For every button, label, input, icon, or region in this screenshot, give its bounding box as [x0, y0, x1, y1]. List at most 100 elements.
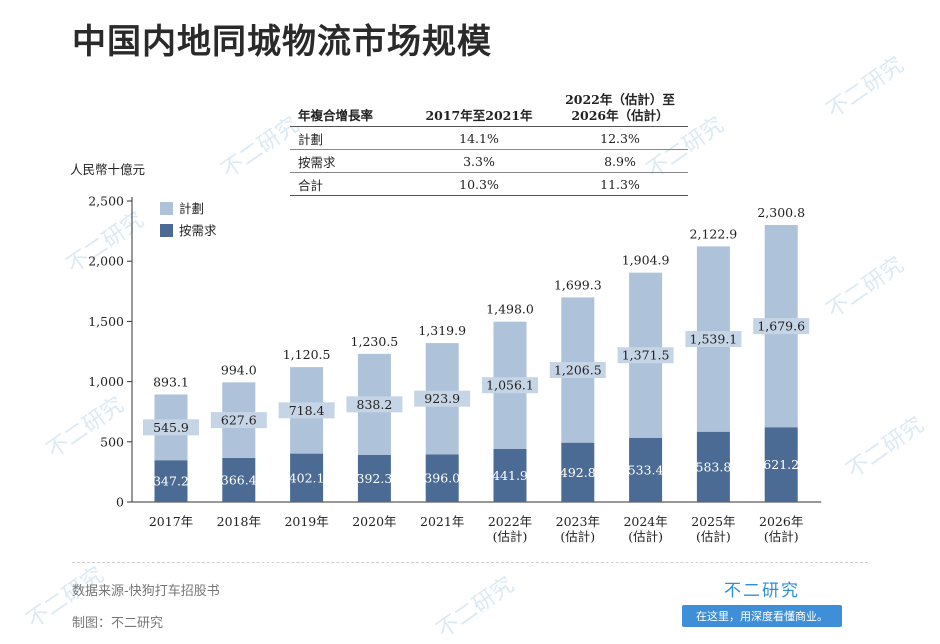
legend-label: 按需求: [179, 223, 217, 238]
planned-label-box: [143, 419, 199, 436]
x-tick-label: 2020年: [352, 514, 396, 529]
table-cell: 合計: [290, 172, 406, 196]
bar-on-demand: [696, 431, 730, 502]
planned-value-label: 923.9: [424, 391, 460, 406]
total-value-label: 893.1: [153, 374, 189, 389]
x-tick-label: 2018年: [217, 514, 261, 529]
planned-value-label: 718.4: [289, 403, 325, 418]
planned-label-box: [753, 318, 810, 335]
table-cell: 12.3%: [552, 126, 688, 150]
x-tick-label: 2017年: [149, 514, 193, 529]
on-demand-value-label: 392.3: [357, 471, 393, 486]
bar-on-demand: [290, 453, 324, 502]
bar-on-demand: [222, 457, 256, 502]
total-value-label: 1,230.5: [351, 334, 399, 349]
total-value-label: 2,122.9: [690, 226, 738, 241]
table-cell: 8.9%: [552, 149, 688, 173]
y-tick-label: 2,500: [88, 194, 124, 209]
table-row: 按需求 3.3% 8.9%: [290, 149, 688, 173]
table-header-cagr: 年複合增長率: [290, 92, 406, 127]
on-demand-value-label: 583.8: [696, 459, 732, 474]
credit-note: 制图：不二研究: [72, 616, 164, 631]
y-axis-label: 人民幣十億元: [70, 162, 145, 177]
planned-value-label: 627.6: [221, 413, 257, 428]
cagr-table: 年複合增長率 2017年至2021年 2022年（估計）至 2026年（估計） …: [290, 92, 688, 196]
on-demand-value-label: 621.2: [763, 457, 799, 472]
x-tick-label: (估計): [560, 529, 595, 544]
bar-on-demand: [425, 454, 459, 502]
total-value-label: 1,904.9: [622, 253, 670, 268]
table-cell: 按需求: [290, 149, 406, 173]
watermark-text: 不二研究: [432, 572, 519, 644]
table-header-2022-2026: 2022年（估計）至 2026年（估計）: [552, 92, 688, 127]
planned-label-box: [278, 402, 335, 419]
planned-value-label: 838.2: [357, 397, 393, 412]
on-demand-value-label: 396.0: [424, 471, 460, 486]
y-tick-label: 1,000: [88, 374, 124, 389]
on-demand-value-label: 533.4: [628, 462, 664, 477]
total-value-label: 1,120.5: [283, 347, 331, 362]
planned-label-box: [482, 377, 538, 394]
x-tick-label: (估計): [628, 529, 663, 544]
on-demand-value-label: 441.9: [492, 468, 528, 483]
y-tick-label: 1,500: [88, 314, 124, 329]
brand-name: 不二研究: [724, 581, 800, 601]
total-value-label: 994.0: [221, 362, 257, 377]
x-tick-label: (估計): [493, 529, 528, 544]
table-row: 計劃 14.1% 12.3%: [290, 126, 688, 150]
bar-on-demand: [764, 427, 798, 502]
planned-label-box: [210, 412, 267, 429]
source-note: 数据来源-快狗打车招股书: [72, 584, 220, 599]
x-tick-label: 2021年: [420, 514, 464, 529]
on-demand-value-label: 492.8: [560, 465, 596, 480]
table-cell: 11.3%: [552, 172, 688, 196]
legend-label: 計劃: [179, 201, 204, 216]
planned-label-box: [617, 347, 674, 364]
brand-slogan: 在这里，用深度看懂商业。: [682, 605, 842, 627]
planned-value-label: 1,679.6: [757, 319, 805, 334]
total-value-label: 2,300.8: [757, 205, 805, 220]
on-demand-value-label: 347.2: [153, 474, 189, 489]
table-cell: 14.1%: [406, 126, 552, 150]
x-tick-label: 2019年: [284, 514, 328, 529]
x-tick-label: 2025年: [691, 514, 735, 529]
planned-label-box: [414, 390, 471, 407]
x-tick-label: 2023年: [556, 514, 600, 529]
bar-on-demand: [493, 448, 527, 502]
legend-swatch: [160, 224, 173, 237]
table-cell: 3.3%: [406, 149, 552, 173]
planned-label-box: [346, 396, 403, 413]
x-tick-label: (估計): [696, 529, 731, 544]
y-tick-label: 2,000: [88, 254, 124, 269]
on-demand-value-label: 402.1: [289, 470, 325, 485]
bar-on-demand: [154, 460, 188, 502]
table-cell: 計劃: [290, 126, 406, 150]
total-value-label: 1,699.3: [554, 277, 602, 292]
page-title: 中国内地同城物流市场规模: [72, 22, 492, 62]
x-tick-label: 2022年: [488, 514, 532, 529]
y-tick-label: 500: [100, 434, 124, 449]
planned-value-label: 1,056.1: [486, 378, 534, 393]
y-tick-label: 0: [116, 495, 124, 510]
planned-value-label: 1,371.5: [622, 348, 670, 363]
x-tick-label: 2024年: [623, 514, 667, 529]
planned-value-label: 1,539.1: [690, 332, 738, 347]
planned-value-label: 545.9: [153, 420, 189, 435]
table-header-2017-2021: 2017年至2021年: [406, 92, 552, 127]
bar-on-demand: [629, 437, 663, 502]
bar-on-demand: [357, 454, 391, 502]
x-tick-label: 2026年: [759, 514, 803, 529]
table-cell: 10.3%: [406, 172, 552, 196]
x-tick-label: (估計): [764, 529, 799, 544]
brand-logo: 不二研究 在这里，用深度看懂商业。: [682, 576, 842, 627]
legend-swatch: [160, 202, 173, 215]
total-value-label: 1,319.9: [418, 323, 466, 338]
planned-label-box: [549, 362, 606, 379]
planned-value-label: 1,206.5: [554, 363, 602, 378]
planned-label-box: [685, 331, 742, 348]
total-value-label: 1,498.0: [486, 302, 534, 317]
market-size-chart: 人民幣十億元 0 500 1,000 1,500 2,000 2,500 347.2 545.9…: [70, 162, 822, 544]
table-row: 合計 10.3% 11.3%: [290, 172, 688, 196]
bar-on-demand: [561, 442, 595, 502]
on-demand-value-label: 366.4: [221, 472, 257, 487]
